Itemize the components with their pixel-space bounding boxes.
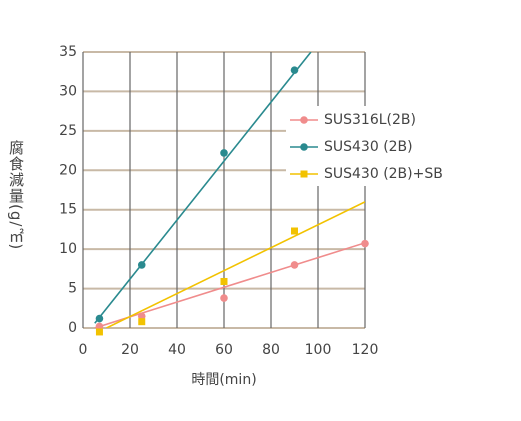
point (220, 277, 228, 285)
fit-line (106, 201, 365, 328)
y-axis-label: 腐食減量(g/㎡) (7, 140, 25, 251)
point (290, 66, 299, 74)
y-tick-label: 0 (68, 320, 77, 336)
legend-label: SUS430 (2B)+SB (324, 166, 443, 182)
y-tick-label: 35 (59, 44, 77, 60)
point (291, 227, 298, 235)
y-tick-label: 10 (59, 241, 77, 257)
x-tick-label: 120 (352, 342, 379, 358)
x-tick-label: 20 (121, 342, 139, 358)
x-tick-label: 100 (305, 342, 332, 358)
fit-line (94, 52, 312, 324)
point (95, 322, 104, 331)
point (220, 294, 228, 302)
fit-line (94, 242, 365, 328)
x-tick-label: 80 (262, 342, 280, 358)
legend-marker (300, 116, 308, 124)
x-tick-label: 60 (215, 342, 233, 358)
x-tick-label: 40 (168, 342, 186, 358)
plot (94, 52, 365, 328)
y-tick-label: 5 (68, 281, 77, 297)
x-axis-label: 時間(min) (191, 372, 256, 388)
legend-label: SUS316L(2B) (324, 112, 416, 128)
point (137, 312, 146, 320)
y-tick-label: 15 (59, 202, 77, 218)
y-tick-label: 30 (59, 83, 77, 99)
x-tick-label: 0 (79, 342, 88, 358)
point (290, 261, 299, 269)
point (220, 149, 228, 157)
point (138, 318, 146, 326)
legend-label: SUS430 (2B) (324, 139, 413, 155)
point (95, 328, 103, 336)
legend-marker (300, 143, 308, 151)
point (137, 261, 146, 269)
legend-box (286, 106, 501, 186)
y-tick-label: 20 (59, 162, 77, 178)
point (95, 314, 104, 323)
legend-marker (300, 170, 308, 178)
y-tick-label: 25 (59, 123, 77, 139)
point (361, 239, 369, 248)
